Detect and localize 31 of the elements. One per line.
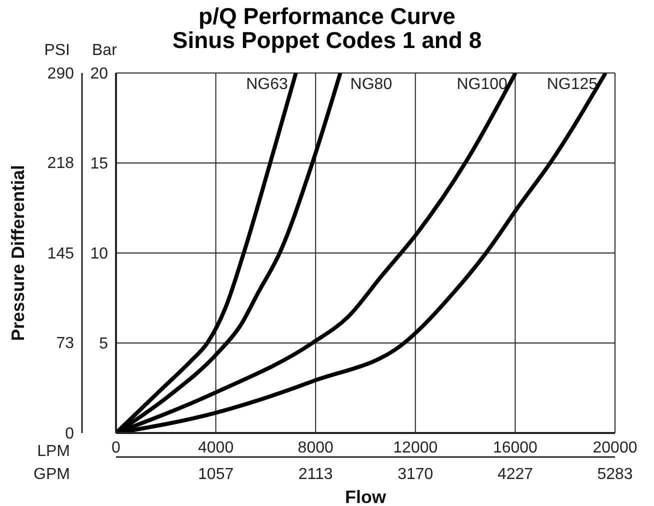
x2-tick-label: 1057 [198, 466, 234, 483]
chart-title: p/Q Performance Curve [198, 3, 456, 29]
y-tick-label: 73 [56, 335, 74, 352]
text: GPM [34, 466, 70, 483]
x-tick-label: 0 [112, 439, 121, 456]
y-tick-label: 145 [47, 246, 74, 263]
x-tick-label: 12000 [393, 439, 438, 456]
y2-tick-label: 15 [90, 156, 108, 173]
y-tick-label: 290 [47, 66, 74, 83]
x-tick-label: 8000 [298, 439, 334, 456]
y2-tick-label: 20 [90, 66, 108, 83]
x-axis-title: Flow [345, 487, 387, 506]
y2-tick-label: 10 [90, 246, 108, 263]
x-tick-label: 4000 [198, 439, 234, 456]
x2-tick-label: 2113 [298, 466, 333, 483]
x-tick-label: 20000 [592, 439, 638, 456]
x2-tick-label: 3170 [398, 466, 434, 483]
y2-tick-label: 5 [99, 336, 108, 353]
x2-tick-label: 4227 [497, 466, 534, 483]
y-tick-label: 0 [65, 426, 74, 443]
text: PSI [44, 42, 70, 59]
series-label: NG100 [456, 76, 508, 93]
text: LPM [37, 443, 70, 460]
y-axis-title: Pressure Differential [8, 164, 28, 342]
series-label: NG63 [246, 76, 288, 93]
x-tick-label: 16000 [492, 439, 538, 456]
y-tick-label: 218 [47, 155, 74, 172]
series-label: NG80 [350, 76, 392, 93]
series-label: NG125 [546, 76, 598, 93]
x2-tick-label: 5283 [597, 466, 633, 483]
text: Bar [92, 42, 118, 59]
